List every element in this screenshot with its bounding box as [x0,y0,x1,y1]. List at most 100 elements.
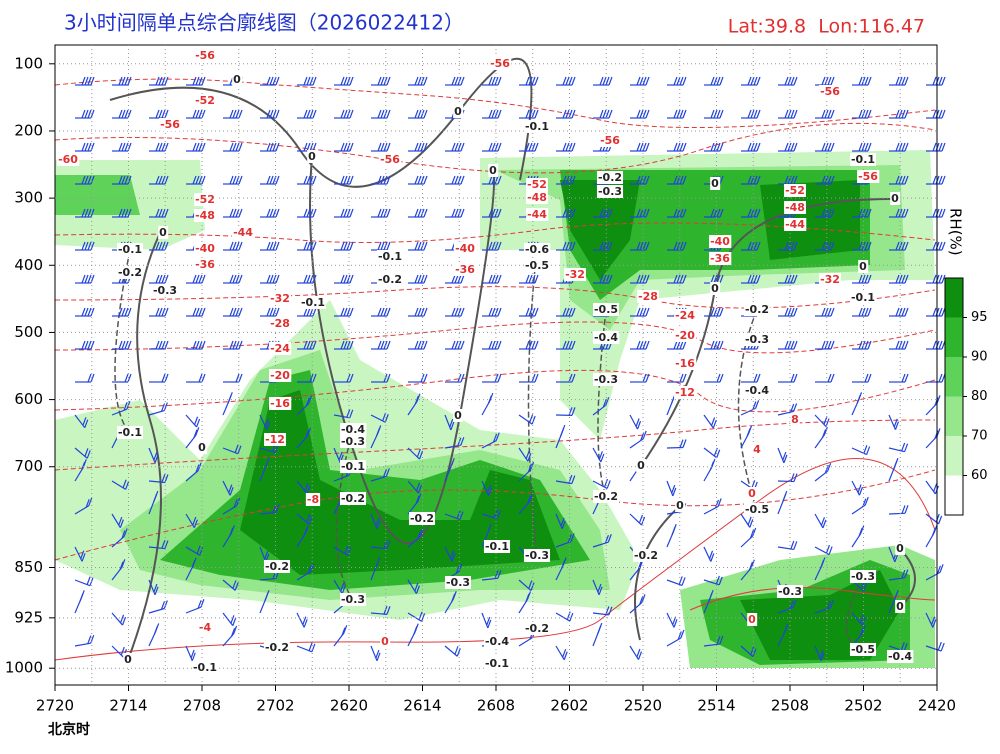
temperature-label: -56 [490,57,510,70]
colorbar-label: RH(%) [947,208,965,256]
temperature-label: -44 [785,218,805,231]
temperature-label: 0 [748,613,756,626]
omega-label: 0 [308,150,316,163]
omega-label: -0.1 [301,296,325,309]
omega-label: 0 [159,226,167,239]
y-tick-label: 500 [14,323,43,341]
omega-label: 0 [859,260,867,273]
omega-label: -0.1 [485,657,509,670]
temperature-label: -16 [675,357,695,370]
temperature-label: -32 [820,273,840,286]
omega-label: 0 [489,164,497,177]
x-tick-label: 2702 [256,697,294,715]
colorbar-swatch [945,436,963,476]
temperature-label: -48 [785,201,805,214]
temperature-label: -48 [195,209,215,222]
temperature-label: -8 [307,493,319,506]
temperature-label: -24 [675,309,695,322]
omega-label: -0.2 [598,171,622,184]
colorbar-swatch [945,318,963,358]
temperature-label: -12 [675,386,695,399]
omega-label: -0.3 [525,549,549,562]
colorbar-tick-label: 80 [971,389,988,404]
y-tick-label: 200 [14,121,43,139]
omega-label: -0.3 [341,435,365,448]
omega-label: -0.3 [598,185,622,198]
omega-label: -0.3 [778,585,802,598]
temperature-label: -28 [270,317,290,330]
location: Lat:39.8 Lon:116.47 [728,16,925,38]
temperature-label: 4 [753,443,761,456]
omega-label: 0 [676,499,684,512]
x-axis-label: 北京时 [48,721,90,738]
y-tick-label: 400 [14,256,43,274]
omega-label: -0.3 [341,593,365,606]
temperature-label: -44 [527,208,547,221]
temperature-label: -52 [195,94,215,107]
temperature-label: -40 [455,242,475,255]
temperature-label: -12 [265,433,285,446]
temperature-label: -56 [160,118,180,131]
temperature-label: -56 [858,170,878,183]
temperature-label: -32 [565,268,585,281]
temperature-label: -52 [195,193,215,206]
x-tick-label: 2602 [550,697,588,715]
y-tick-label: 300 [14,189,43,207]
omega-label: -0.3 [851,570,875,583]
omega-label: 0 [711,282,719,295]
omega-label: -0.4 [485,635,509,648]
omega-label: 0 [891,192,899,205]
omega-label: -0.3 [745,333,769,346]
temperature-label: -24 [270,342,290,355]
omega-label: -0.2 [378,273,402,286]
temperature-label: -48 [527,191,547,204]
temperature-label: -56 [820,85,840,98]
x-tick-label: 2620 [330,697,368,715]
temperature-label: -60 [58,153,78,166]
y-tick-label: 1000 [5,659,43,677]
omega-label: -0.1 [341,460,365,473]
colorbar-swatch [945,357,963,397]
colorbar-swatch [945,278,963,318]
x-tick-label: 2720 [36,697,74,715]
omega-label: -0.6 [525,243,549,256]
y-tick-label: 925 [14,608,43,626]
temperature-label: -52 [785,184,805,197]
temperature-label: -28 [638,290,658,303]
temperature-label: 8 [791,413,799,426]
x-tick-label: 2508 [771,697,809,715]
omega-label: -0.2 [525,622,549,635]
temperature-label: -36 [195,258,215,271]
x-tick-label: 2714 [109,697,147,715]
omega-label: -0.5 [851,643,875,656]
temperature-label: 0 [381,635,389,648]
omega-label: 0 [198,441,206,454]
temperature-label: -56 [195,49,215,62]
colorbar-swatch [945,397,963,437]
omega-label: -0.4 [888,650,912,663]
omega-label: -0.1 [118,243,142,256]
y-tick-label: 700 [14,457,43,475]
omega-label: 0 [124,653,132,666]
omega-label: -0.2 [265,560,289,573]
colorbar-tick-label: 95 [971,310,988,325]
x-tick-label: 2502 [844,697,882,715]
temperature-label: -20 [270,369,290,382]
omega-label: -0.1 [193,661,217,674]
omega-label: -0.1 [118,426,142,439]
omega-label: -0.1 [485,540,509,553]
omega-label: 0 [896,600,904,613]
omega-label: -0.4 [594,331,618,344]
omega-label: -0.5 [745,503,769,516]
omega-label: -0.3 [594,373,618,386]
chart-title: 3小时间隔单点综合廓线图（2026022412） [64,11,464,35]
temperature-label: 0 [748,487,756,500]
temperature-label: -20 [675,329,695,342]
x-tick-label: 2420 [918,697,956,715]
omega-label: -0.2 [634,549,658,562]
omega-label: 0 [233,73,241,86]
temperature-label: -36 [455,263,475,276]
omega-label: -0.3 [446,576,470,589]
omega-label: 0 [637,459,645,472]
omega-label: -0.3 [153,284,177,297]
